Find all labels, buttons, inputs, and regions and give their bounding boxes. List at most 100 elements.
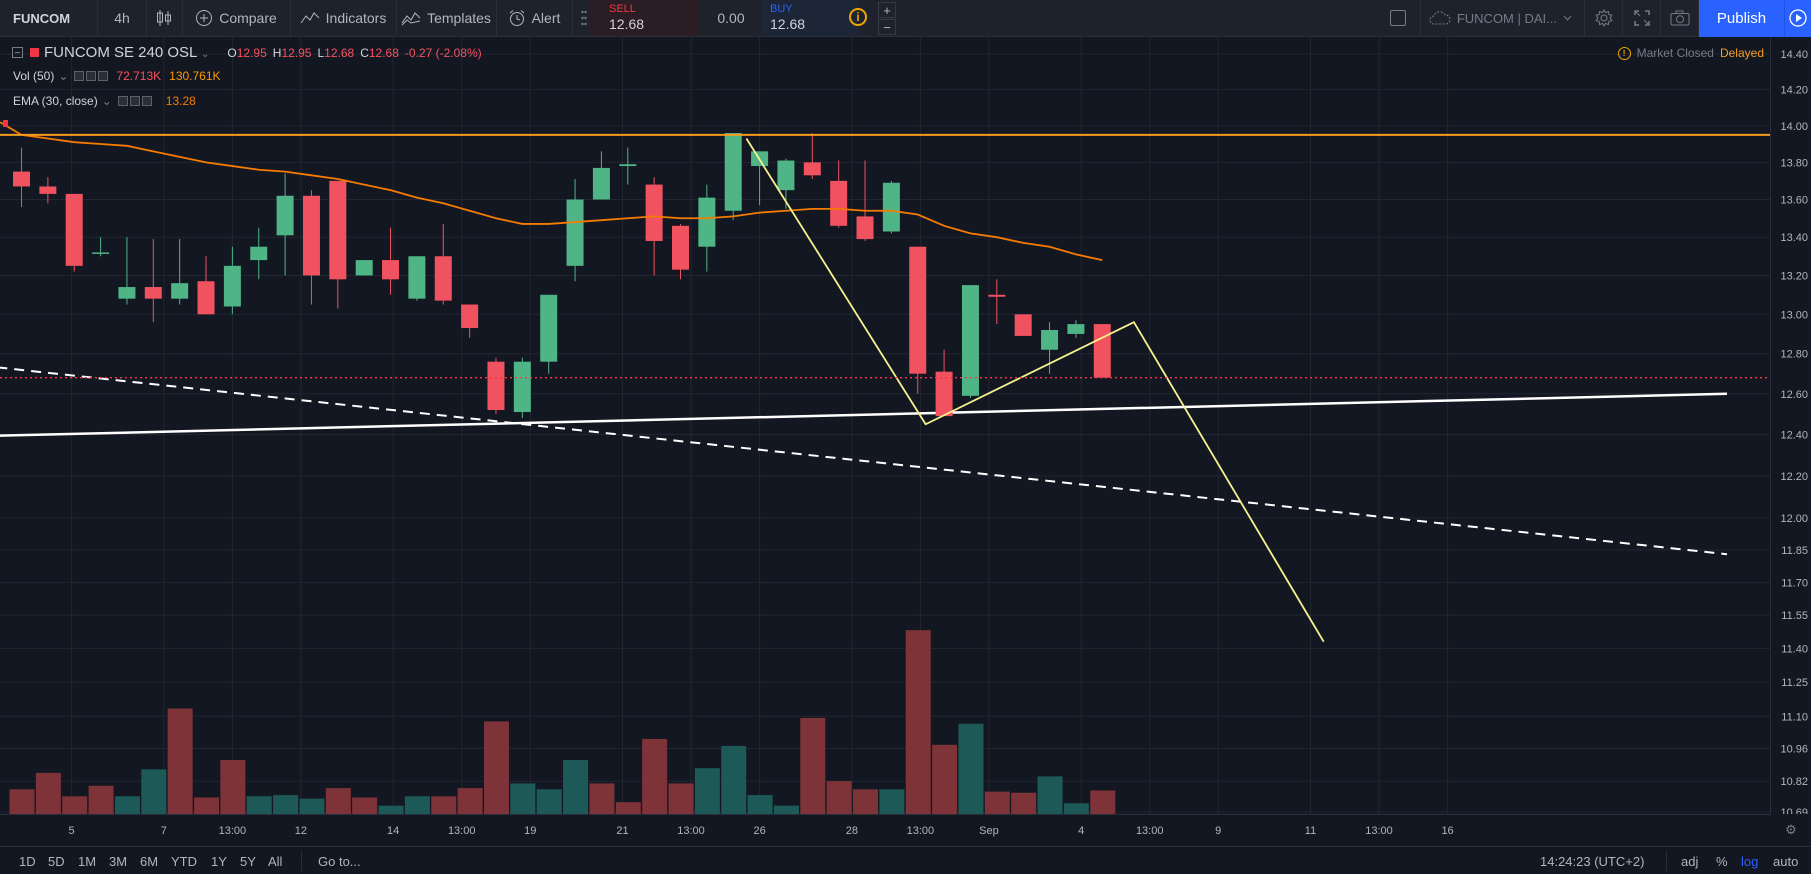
camera-icon: [1670, 10, 1689, 26]
fullscreen-button[interactable]: [1623, 0, 1661, 36]
time-tick-label: 13:00: [448, 825, 476, 837]
volume-bar: [668, 783, 694, 815]
range-5y[interactable]: 5Y: [240, 854, 256, 869]
info-icon[interactable]: i: [849, 8, 867, 26]
range-ytd[interactable]: YTD: [171, 854, 197, 869]
publish-button[interactable]: Publish: [1699, 0, 1784, 37]
minus-button[interactable]: −: [878, 19, 896, 35]
time-tick-label: 13:00: [219, 825, 247, 837]
ema-line: [0, 121, 1103, 261]
buy-button[interactable]: BUY 12.68: [762, 0, 858, 36]
snapshot-button[interactable]: [1661, 0, 1699, 36]
collapse-icon[interactable]: [12, 47, 23, 58]
volume-bar: [800, 717, 826, 815]
sell-label: SELL: [609, 3, 636, 15]
candle-body: [487, 361, 505, 411]
range-1d[interactable]: 1D: [19, 854, 36, 869]
interval-button[interactable]: 4h: [98, 0, 147, 36]
price-axis[interactable]: 14.40 14.20 14.00 13.80 13.60 13.40 13.20 13.00…: [1770, 37, 1811, 819]
price-tick-label: 11.25: [1781, 677, 1808, 689]
templates-button[interactable]: Templates: [396, 0, 497, 36]
candle-body: [1093, 324, 1111, 378]
price-tick-label: 11.70: [1781, 577, 1808, 589]
settings-icon[interactable]: [129, 96, 140, 106]
range-3m[interactable]: 3M: [109, 854, 128, 869]
volume-bar: [378, 805, 404, 815]
volume-legend[interactable]: Vol (50) ⌄ 72.713K 130.761K: [13, 69, 221, 83]
plus-button[interactable]: +: [878, 2, 896, 18]
volume-bar: [1037, 776, 1063, 815]
trend-lines[interactable]: [0, 364, 1728, 556]
volume-bar: [510, 783, 536, 815]
chart-type-button[interactable]: [146, 0, 183, 36]
adj-toggle[interactable]: adj: [1681, 854, 1699, 869]
alert-label: Alert: [531, 10, 561, 26]
gear-icon: [1594, 9, 1613, 27]
plus-circle-icon: [196, 10, 213, 26]
percent-toggle[interactable]: %: [1716, 854, 1728, 869]
checkbox-icon[interactable]: [1389, 10, 1406, 26]
remove-icon[interactable]: [141, 96, 152, 106]
candle-body: [724, 133, 742, 211]
volume-bar: [905, 630, 931, 815]
volume-bar: [747, 795, 773, 815]
time-tick-label: 13:00: [1136, 825, 1164, 837]
clock[interactable]: 14:24:23 (UTC+2): [1540, 854, 1645, 869]
candle-body: [540, 294, 558, 362]
candle-body: [355, 260, 373, 276]
time-tick-label: 28: [846, 825, 858, 837]
candle-body: [592, 167, 610, 200]
settings-gear-icon: ⚙: [1785, 822, 1797, 837]
volume-bar: [114, 796, 140, 815]
remove-icon[interactable]: [98, 71, 109, 81]
range-all[interactable]: All: [268, 854, 283, 869]
drag-handle-icon[interactable]: [581, 10, 587, 26]
alert-button[interactable]: Alert: [496, 0, 573, 36]
price-tick-label: 14.00: [1780, 121, 1808, 133]
price-chart[interactable]: 13.9512.68 14.4014.2014.0013.8013.6013.4…: [0, 37, 1811, 846]
chevron-down-icon: ⌄: [101, 94, 112, 108]
layout-select[interactable]: FUNCOM | DAI...: [1419, 0, 1585, 36]
visibility-icon[interactable]: [74, 71, 85, 81]
time-tick-label: 14: [387, 825, 399, 837]
play-button[interactable]: [1784, 0, 1811, 37]
compare-label: Compare: [219, 10, 277, 26]
compare-button[interactable]: Compare: [182, 0, 291, 36]
sell-price: 12.68: [609, 16, 645, 32]
time-tick-label: 5: [69, 825, 75, 837]
settings-icon[interactable]: [86, 71, 97, 81]
settings-button[interactable]: [1585, 0, 1623, 36]
open-key: O: [227, 45, 237, 60]
symbol-search-button[interactable]: FUNCOM: [0, 0, 98, 36]
volume-bar: [483, 721, 509, 815]
time-axis[interactable]: 5 7 13:00 12 14 13:00 19 21 13:00 26 28 13:00 Sep 4 13…: [0, 814, 1811, 846]
close-value: 12.68: [368, 45, 399, 60]
range-6m[interactable]: 6M: [140, 854, 159, 869]
range-1m[interactable]: 1M: [78, 854, 97, 869]
volume-bar: [536, 789, 562, 815]
axis-corner: [1771, 814, 1811, 846]
price-tick-label: 11.40: [1781, 643, 1808, 655]
volume-bar: [984, 791, 1010, 815]
indicators-button[interactable]: Indicators: [290, 0, 397, 36]
log-toggle[interactable]: log: [1741, 854, 1759, 869]
volume-bar: [220, 760, 246, 815]
templates-icon: [401, 12, 421, 26]
main-series-legend: FUNCOM SE 240 OSL ⌄ O 12.95 H 12.95 L 12.68…: [12, 44, 482, 61]
ema-legend[interactable]: EMA (30, close) ⌄ 13.28: [13, 94, 196, 108]
low-value: 12.68: [324, 45, 355, 60]
legend-symbol[interactable]: FUNCOM SE 240 OSL ⌄: [44, 44, 209, 61]
range-5d[interactable]: 5D: [48, 854, 65, 869]
divider: [1666, 851, 1667, 871]
chevron-down-icon: ⌄: [201, 49, 210, 60]
time-tick-label: 9: [1215, 825, 1221, 837]
sell-button[interactable]: SELL 12.68: [589, 0, 700, 36]
goto-button[interactable]: Go to...: [318, 854, 361, 869]
auto-toggle[interactable]: auto: [1773, 854, 1799, 869]
projection-lines[interactable]: [745, 138, 1325, 643]
visibility-icon[interactable]: [117, 96, 128, 106]
range-1y[interactable]: 1Y: [211, 854, 227, 869]
alarm-clock-icon: [509, 10, 524, 26]
indicators-label: Indicators: [325, 10, 387, 26]
price-tick-label: 13.60: [1780, 195, 1808, 207]
